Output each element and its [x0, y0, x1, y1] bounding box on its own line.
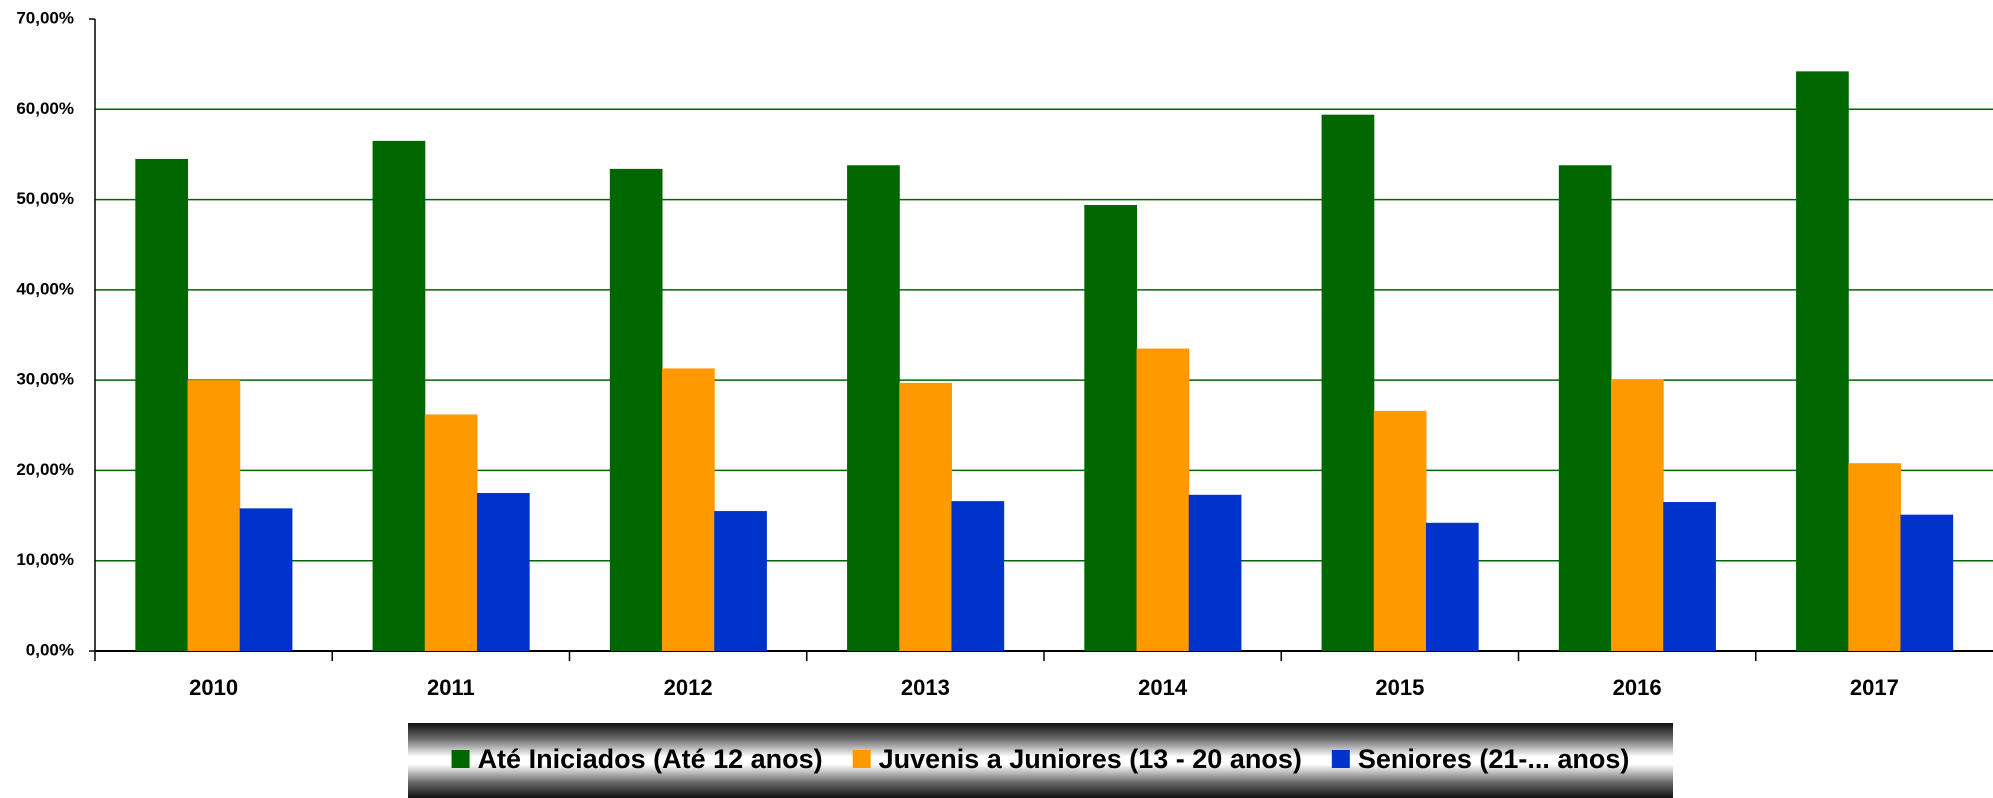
y-tick-label: 10,00%	[16, 550, 74, 569]
bar	[1611, 379, 1664, 651]
bar	[476, 493, 530, 651]
x-tick-label: 2016	[1613, 675, 1662, 700]
bar	[1796, 71, 1849, 651]
bar	[135, 158, 189, 651]
legend-box	[408, 723, 1673, 798]
bar	[1084, 204, 1138, 651]
bar	[1136, 348, 1190, 651]
x-tick-label: 2012	[664, 675, 713, 700]
legend-swatch	[852, 750, 871, 768]
x-tick-label: 2015	[1375, 675, 1424, 700]
y-tick-label: 30,00%	[16, 370, 74, 389]
bar	[1188, 494, 1242, 651]
bar	[847, 165, 900, 651]
legend-label: Juvenis a Juniores (13 - 20 anos)	[879, 744, 1302, 774]
bar	[1663, 502, 1716, 651]
bar	[424, 414, 478, 651]
x-tick-label: 2010	[189, 675, 238, 700]
bar	[1848, 463, 1901, 651]
bar	[899, 382, 952, 651]
bar	[714, 511, 767, 651]
y-tick-label: 20,00%	[16, 460, 74, 479]
bar	[239, 508, 293, 651]
bar	[1900, 514, 1954, 651]
bar	[609, 168, 663, 652]
y-tick-label: 40,00%	[16, 279, 74, 298]
bar	[951, 501, 1005, 651]
y-tick-label: 60,00%	[16, 99, 74, 118]
legend-swatch	[1331, 750, 1350, 768]
legend-label: Até Iniciados (Até 12 anos)	[478, 744, 823, 774]
y-tick-label: 0,00%	[26, 640, 74, 659]
bar	[1558, 165, 1612, 651]
x-tick-label: 2011	[427, 675, 475, 700]
y-tick-label: 50,00%	[16, 189, 74, 208]
bar	[662, 368, 715, 651]
bar	[1425, 522, 1479, 651]
x-tick-label: 2013	[901, 675, 950, 700]
x-tick-label: 2014	[1138, 675, 1188, 700]
legend-label: Seniores (21-... anos)	[1358, 744, 1630, 774]
legend-swatch	[451, 750, 470, 768]
y-tick-label: 70,00%	[16, 8, 74, 27]
bar	[372, 140, 426, 651]
bar	[1321, 114, 1375, 651]
bar	[187, 380, 241, 651]
x-tick-label: 2017	[1850, 675, 1899, 700]
bar	[1373, 410, 1427, 651]
